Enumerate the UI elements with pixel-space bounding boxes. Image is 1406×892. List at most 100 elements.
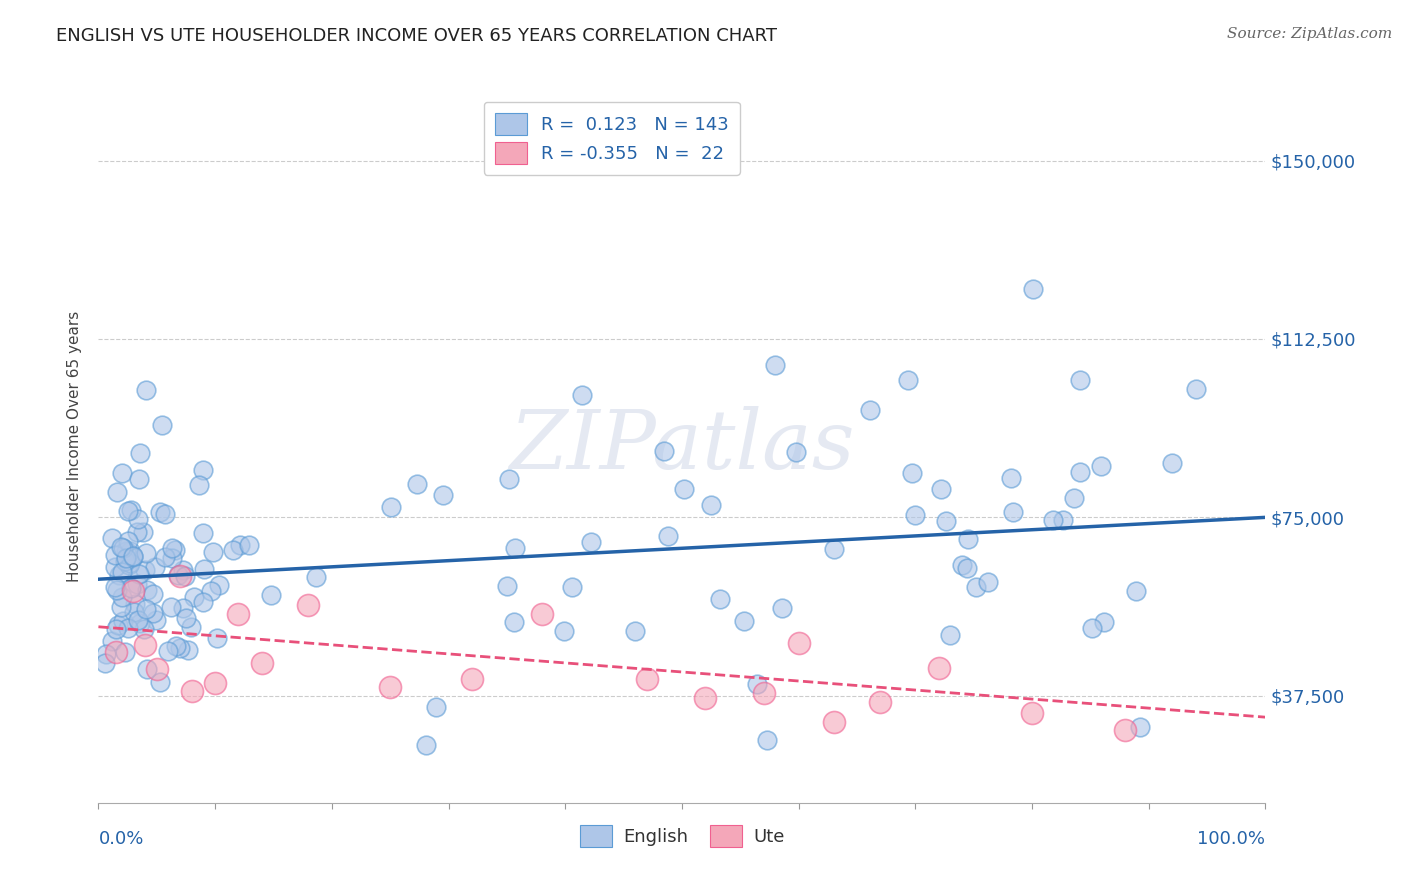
Point [652, 444, 675, 458]
Point [117, 504, 139, 518]
Point [104, 580, 127, 594]
Point [745, 677, 768, 691]
Point [204, 676, 226, 690]
Point [935, 514, 957, 528]
Point [146, 662, 169, 676]
Point [1000, 471, 1022, 485]
Point [193, 463, 215, 477]
Point [114, 544, 136, 558]
Point [114, 554, 136, 568]
Point [1021, 706, 1043, 721]
Point [561, 581, 583, 595]
Point [229, 538, 252, 552]
Point [1063, 491, 1085, 505]
Point [700, 498, 723, 512]
Point [461, 673, 484, 687]
Point [1094, 615, 1116, 629]
Point [859, 403, 882, 417]
Point [105, 622, 128, 636]
Point [432, 488, 454, 502]
Point [581, 535, 603, 549]
Point [114, 644, 136, 658]
Point [157, 643, 180, 657]
Point [897, 373, 920, 387]
Point [415, 738, 437, 752]
Point [125, 577, 148, 591]
Point [709, 591, 731, 606]
Point [1090, 459, 1112, 474]
Point [191, 526, 214, 541]
Point [406, 476, 429, 491]
Point [733, 614, 755, 628]
Point [134, 638, 156, 652]
Point [238, 538, 260, 552]
Point [1022, 282, 1045, 296]
Point [149, 505, 172, 519]
Point [1081, 621, 1104, 635]
Point [222, 543, 245, 558]
Point [153, 508, 176, 522]
Point [1069, 373, 1091, 387]
Point [111, 565, 134, 579]
Point [938, 628, 960, 642]
Point [957, 532, 980, 546]
Point [183, 590, 205, 604]
Point [127, 614, 149, 628]
Point [122, 584, 145, 599]
Point [380, 681, 402, 695]
Point [128, 472, 150, 486]
Point [115, 551, 138, 566]
Point [752, 685, 775, 699]
Point [110, 600, 132, 615]
Point [122, 549, 145, 563]
Point [134, 623, 156, 637]
Point [122, 549, 145, 564]
Point [498, 472, 520, 486]
Point [1161, 456, 1184, 470]
Point [127, 511, 149, 525]
Point [129, 445, 152, 459]
Point [956, 561, 979, 575]
Point [869, 695, 891, 709]
Point [304, 570, 326, 584]
Point [150, 417, 173, 432]
Point [188, 478, 211, 492]
Point [425, 699, 447, 714]
Point [104, 645, 127, 659]
Point [297, 598, 319, 612]
Point [1042, 513, 1064, 527]
Point [202, 544, 225, 558]
Point [136, 583, 159, 598]
Point [94, 656, 117, 670]
Point [673, 482, 696, 496]
Point [104, 560, 127, 574]
Point [145, 613, 167, 627]
Point [495, 578, 517, 592]
Point [180, 684, 202, 698]
Point [100, 633, 122, 648]
Point [174, 569, 197, 583]
Point [1125, 584, 1147, 599]
Point [1052, 512, 1074, 526]
Point [101, 531, 124, 545]
Point [163, 542, 186, 557]
Point [174, 611, 197, 625]
Point [205, 631, 228, 645]
Point [901, 466, 924, 480]
Point [177, 642, 200, 657]
Point [929, 482, 952, 496]
Point [166, 640, 188, 654]
Point [160, 551, 183, 566]
Point [148, 675, 170, 690]
Point [787, 636, 810, 650]
Point [155, 549, 177, 564]
Point [160, 541, 183, 556]
Point [134, 564, 156, 578]
Point [105, 582, 128, 597]
Point [141, 606, 163, 620]
Point [553, 624, 575, 638]
Point [191, 595, 214, 609]
Point [530, 607, 553, 621]
Point [96, 648, 118, 662]
Point [1184, 382, 1206, 396]
